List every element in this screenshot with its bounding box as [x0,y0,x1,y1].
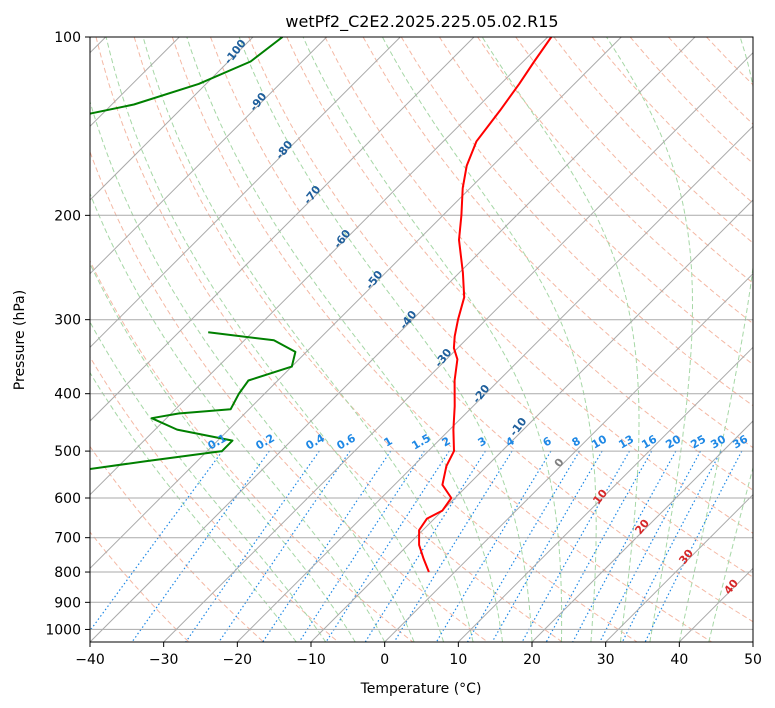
moist-adiabat [22,37,356,642]
mixing-ratio-label: 20 [663,432,683,451]
dry-adiabat [363,37,775,642]
y-tick-label: 200 [54,208,81,224]
y-axis: 100 200 300 400 500 600 700 800 900 1000 [45,30,90,638]
moist-adiabat-label: -80 [273,138,296,162]
isotherm [679,37,775,642]
x-axis: −40 −30 −20 −10 0 10 20 30 40 50 [75,642,762,668]
mixing-ratio-label: 36 [730,432,750,451]
x-tick-label: 20 [523,652,541,668]
x-tick-label: −10 [296,652,326,668]
x-tick-label: 10 [449,652,467,668]
dry-adiabat [20,37,413,642]
moist-adiabat-label: 0 [552,456,567,470]
isotherm [0,37,253,642]
mixing-ratio-label: 16 [639,432,659,451]
isotherm [532,37,775,642]
inner-labels: 0.1 0.2 0.4 0.6 1 1.5 2 3 4 6 8 10 13 16 20 25 30 36-100-… [206,37,751,597]
y-tick-label: 1000 [45,622,81,638]
x-tick-label: −40 [75,652,105,668]
mixing-ratio-line [132,451,269,642]
moist-adiabat-label: -30 [432,346,455,370]
dry-adiabat [134,37,637,642]
y-tick-label: 600 [54,491,81,507]
x-tick-label: 50 [744,652,762,668]
isotherm [385,37,775,642]
mixing-ratio-line [468,451,580,642]
dry-adiabat [0,37,189,642]
mixing-ratio-label: 2 [440,434,453,449]
mixing-ratio-line [326,451,449,642]
isotherm [90,37,695,642]
mixing-ratio-label: 25 [688,433,708,452]
y-axis-title: Pressure (hPa) [12,290,28,390]
isotherm [237,37,775,642]
mixing-ratio-label: 8 [570,434,583,449]
mixing-ratio-line [522,451,629,642]
y-tick-label: 500 [54,444,81,460]
y-tick-label: 100 [54,30,81,46]
mixing-ratio-line [299,451,424,642]
moist-adiabat-label: -90 [247,90,270,114]
mixing-ratio-label: 13 [616,433,636,452]
y-tick-label: 300 [54,313,81,329]
profile-lines [0,37,551,572]
background-lines [0,37,775,642]
dry-adiabat [0,37,338,642]
moist-adiabat [303,37,561,642]
moist-adiabat-label: -60 [331,227,354,251]
y-tick-label: 700 [54,531,81,547]
x-tick-label: −30 [149,652,179,668]
isotherm [0,37,327,642]
profile-line [2,37,283,251]
x-axis-title: Temperature (°C) [360,681,482,697]
isotherm [16,37,621,642]
mixing-ratio-label: 0.4 [304,431,328,452]
mixing-ratio-label: 3 [476,434,489,449]
isotherm [164,37,769,642]
y-tick-label: 800 [54,565,81,581]
moist-adiabat-label: -40 [397,308,420,332]
x-tick-label: 40 [670,652,688,668]
moist-adiabat [382,37,596,642]
mixing-ratio-label: 0.6 [335,431,359,452]
moist-adiabat [74,37,414,642]
chart-title: wetPf2_C2E2.2025.225.05.02.R15 [285,12,558,32]
moist-adiabat-label: -70 [301,183,324,207]
isotherm [0,37,400,642]
moist-adiabat [607,37,693,642]
x-tick-label: 0 [380,652,389,668]
isotherm [753,37,775,642]
x-tick-label: −20 [223,652,253,668]
moist-adiabat-label: -50 [363,268,386,292]
mixing-ratio-line [263,451,391,642]
moist-adiabat-label: 30 [676,547,696,567]
y-tick-label: 900 [54,595,81,611]
mixing-ratio-label: 0.2 [254,431,277,452]
x-tick-label: 30 [597,652,615,668]
mixing-ratio-label: 1 [382,434,395,449]
moist-adiabat-label: -20 [470,382,493,406]
y-tick-label: 400 [54,387,81,403]
isotherm [0,37,474,642]
moist-adiabat-label: 20 [632,517,652,537]
dry-adiabat [0,37,264,642]
dry-adiabat [707,37,775,642]
isotherm [458,37,775,642]
